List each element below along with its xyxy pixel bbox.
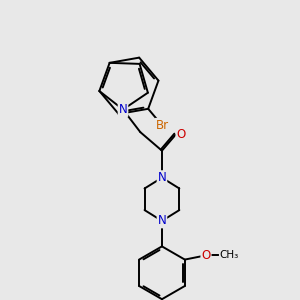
Text: N: N: [118, 103, 127, 116]
Text: N: N: [158, 214, 166, 227]
Text: N: N: [158, 171, 166, 184]
Text: Br: Br: [155, 119, 169, 132]
Text: CH₃: CH₃: [220, 250, 239, 260]
Text: O: O: [201, 249, 211, 262]
Text: O: O: [176, 128, 186, 141]
